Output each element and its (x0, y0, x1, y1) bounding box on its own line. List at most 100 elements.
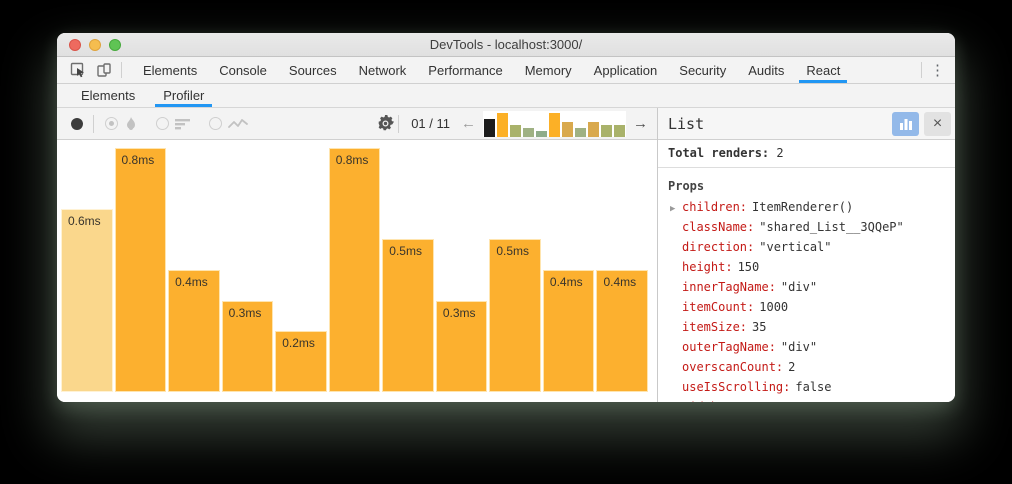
subtab-profiler[interactable]: Profiler (149, 84, 218, 107)
toolbar-divider (93, 114, 94, 133)
prop-name: useIsScrolling: (682, 380, 791, 394)
commit-bar-label: 0.3ms (228, 306, 262, 320)
toolbar-divider (921, 62, 922, 78)
flamegraph-radio[interactable] (105, 117, 118, 130)
panel-header: List × (658, 108, 955, 140)
commit-bar-9[interactable]: 0.5ms (489, 239, 541, 392)
overflow-menu-icon[interactable]: ⋮ (930, 62, 945, 79)
settings-button[interactable] (377, 115, 395, 132)
profiler-content: 01 / 11 ← → 0.6ms 0.8ms 0.4ms 0.3ms 0.2ms 0.8… (57, 108, 955, 402)
tab-network[interactable]: Network (358, 62, 407, 78)
commit-thumbnail-4[interactable] (523, 127, 534, 137)
commit-bar-4[interactable]: 0.3ms (221, 301, 274, 392)
commit-thumbnail-8[interactable] (575, 127, 586, 137)
tab-sources[interactable]: Sources (288, 62, 337, 78)
mode-ranked[interactable] (156, 117, 191, 130)
commit-bar-label: 0.5ms (389, 244, 422, 258)
commit-bar-8[interactable]: 0.3ms (435, 301, 488, 392)
prop-name: itemSize: (682, 320, 748, 334)
tab-console[interactable]: Console (219, 62, 267, 78)
title-bar: DevTools - localhost:3000/ (57, 33, 955, 57)
prop-value: ItemRenderer() (752, 200, 854, 214)
tab-performance[interactable]: Performance (428, 62, 503, 78)
commit-thumbnail-10[interactable] (601, 124, 612, 137)
panel-body: Total renders: 2 Props ▶ children: ItemRen… (658, 140, 955, 402)
mode-interactions[interactable] (209, 117, 248, 130)
tab-memory[interactable]: Memory (524, 62, 572, 78)
prop-name: innerTagName: (682, 280, 776, 294)
gear-icon (378, 115, 395, 131)
commit-thumbnail-1[interactable] (484, 118, 495, 137)
prop-value: "shared_List__3QQeP" (759, 220, 904, 234)
device-toolbar-icon[interactable] (91, 57, 117, 83)
commit-bar-7[interactable]: 0.5ms (382, 239, 434, 392)
commit-bar-10[interactable]: 0.4ms (542, 270, 595, 392)
toolbar-divider (121, 62, 122, 78)
subtab-elements[interactable]: Elements (81, 88, 136, 103)
commit-bar-label: 0.3ms (442, 306, 476, 320)
commit-thumbnail-7[interactable] (562, 121, 573, 137)
commit-thumbnail-9[interactable] (588, 121, 599, 137)
selected-component-name: List (668, 114, 705, 133)
total-renders-value: 2 (776, 146, 784, 160)
prop-value: false (795, 380, 832, 394)
commit-thumbnail-11[interactable] (614, 124, 625, 137)
toolbar-divider (398, 114, 400, 133)
tab-audits[interactable]: Audits (748, 62, 785, 78)
commit-bar-2[interactable]: 0.8ms (114, 148, 167, 392)
commit-bar-3[interactable]: 0.4ms (168, 270, 220, 392)
commit-bar-label: 0.5ms (496, 244, 530, 258)
prop-name: width: (682, 400, 725, 402)
devtools-tab-bar: Elements Console Sources Network Performance… (57, 57, 955, 84)
inspect-element-icon[interactable] (65, 57, 91, 83)
commit-bar-6[interactable]: 0.8ms (328, 148, 381, 392)
main-tabs: Elements Console Sources Network Performance… (132, 57, 917, 83)
mode-flamegraph[interactable] (105, 116, 138, 131)
commit-bar-label: 0.8ms (335, 153, 369, 167)
record-button[interactable] (71, 117, 83, 130)
tab-application[interactable]: Application (593, 62, 658, 78)
commit-bar-label: 0.8ms (121, 153, 155, 167)
expand-caret-icon[interactable]: ▶ (670, 204, 676, 214)
total-renders-row: Total renders: 2 (658, 140, 955, 168)
close-window-button[interactable] (69, 39, 81, 51)
prop-name: direction: (682, 240, 755, 254)
profiler-left-pane: 01 / 11 ← → 0.6ms 0.8ms 0.4ms 0.3ms 0.2ms 0.8… (57, 108, 657, 402)
tab-elements[interactable]: Elements (143, 62, 198, 78)
interactions-chart-icon (228, 118, 248, 128)
ranked-radio[interactable] (156, 117, 169, 130)
prop-value: 150 (737, 260, 760, 274)
prop-row-children[interactable]: ▶ children: ItemRenderer() (658, 197, 955, 217)
prop-row-width: width: 300 (658, 397, 955, 402)
interactions-radio[interactable] (209, 117, 222, 130)
commit-counter: 01 / 11 (411, 116, 450, 131)
props-section-title: Props (668, 179, 705, 193)
devtools-window: DevTools - localhost:3000/ Elements Conso… (57, 33, 955, 402)
next-commit-arrow-icon[interactable]: → (633, 115, 648, 132)
tab-security[interactable]: Security (679, 62, 727, 78)
prop-value: "vertical" (759, 240, 832, 254)
commit-thumbnail-3[interactable] (510, 124, 521, 137)
commit-thumbnail-5[interactable] (536, 130, 547, 137)
previous-commit-arrow-icon[interactable]: ← (461, 115, 476, 132)
commit-bar-5[interactable]: 0.2ms (275, 331, 327, 392)
close-panel-button[interactable]: × (924, 111, 951, 136)
commit-bar-label: 0.4ms (175, 275, 208, 289)
view-component-chart-button[interactable] (892, 111, 919, 136)
commit-bar-1[interactable]: 0.6ms (61, 209, 113, 392)
prop-row-overscanCount: overscanCount: 2 (658, 357, 955, 377)
tab-react[interactable]: React (795, 57, 851, 83)
react-sub-tab-bar: Elements Profiler (57, 84, 955, 108)
zoom-window-button[interactable] (109, 39, 121, 51)
commit-bar-label: 0.4ms (549, 275, 583, 289)
prop-name: className: (682, 220, 755, 234)
prop-row-outerTagName: outerTagName: "div" (658, 337, 955, 357)
prop-value: 300 (730, 400, 752, 402)
commit-bar-11[interactable]: 0.4ms (596, 270, 649, 392)
commit-thumbnail-6[interactable] (549, 112, 560, 137)
ranked-bars-icon (175, 118, 190, 129)
minimize-window-button[interactable] (89, 39, 101, 51)
commit-thumbnail-2[interactable] (497, 112, 508, 137)
bar-chart-icon (899, 118, 912, 130)
